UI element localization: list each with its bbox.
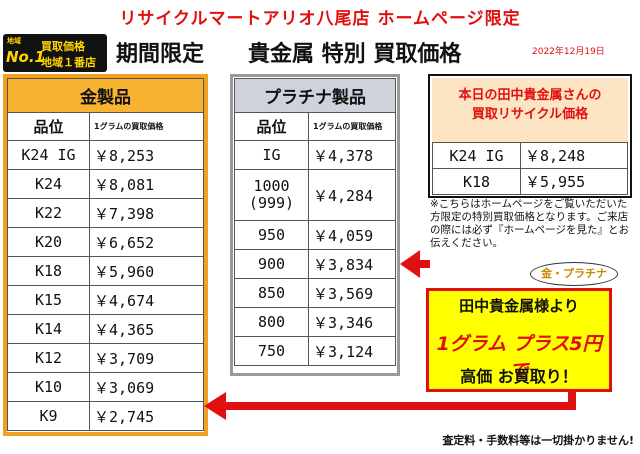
table-row: K9 ￥2,745 [7,401,204,431]
platinum-price: ￥3,569 [308,278,396,308]
badge-area-label: 地域 [7,37,21,45]
gold-grade: K9 [7,401,90,431]
page-heading: 期間限定 貴金属 特別 買取価格 [116,42,462,67]
table-row: K10 ￥3,069 [7,372,204,402]
arrow-to-platinum-icon [400,250,430,278]
platinum-grade: 950 [234,220,309,250]
platinum-grade: 750 [234,336,309,366]
gold-grade: K15 [7,285,90,315]
tanaka-title-line2: 買取リサイクル価格 [471,107,589,122]
gold-col-price: 1グラムの買取価格 [89,112,204,141]
gold-price: ￥2,745 [89,401,204,431]
gold-platinum-bubble: 金・プラチナ [530,262,618,286]
platinum-grade: 800 [234,307,309,337]
badge-no1-label: No.1 [6,48,45,66]
platinum-price-table: プラチナ製品 品位 1グラムの買取価格 IG ￥4,378 1000 (999) ￥… [234,78,396,366]
gold-price: ￥7,398 [89,198,204,228]
table-row: 950 ￥4,059 [234,220,396,250]
table-row: K18 ￥5,955 [432,168,628,195]
platinum-grade: 1000 (999) [234,169,309,221]
table-row: IG ￥4,378 [234,140,396,170]
page-banner: リサイクルマートアリオ八尾店 ホームページ限定 [119,9,521,29]
table-row: K24 IG ￥8,248 [432,142,628,169]
table-row: K12 ￥3,709 [7,343,204,373]
table-row: K20 ￥6,652 [7,227,204,257]
promo-line1: 田中貴金属様より [459,297,579,315]
gold-price: ￥4,674 [89,285,204,315]
promo-line3: 高価 お買取り！ [460,367,578,386]
gold-grade: K24 IG [7,140,90,170]
gold-price: ￥3,709 [89,343,204,373]
platinum-price: ￥4,378 [308,140,396,170]
no1-badge: 地域 No.1 買取価格 地域１番店 [3,34,107,72]
table-row: 800 ￥3,346 [234,307,396,337]
tanaka-price-table: K24 IG ￥8,248 K18 ￥5,955 [432,142,628,195]
table-row: K14 ￥4,365 [7,314,204,344]
gold-price-table: 金製品 品位 1グラムの買取価格 K24 IG ￥8,253 K24 ￥8,081 … [7,78,204,431]
gold-price: ￥4,365 [89,314,204,344]
tanaka-grade: K18 [432,168,521,195]
platinum-price: ￥3,124 [308,336,396,366]
platinum-grade: 900 [234,249,309,279]
tanaka-title-line1: 本日の田中貴金属さんの [458,88,602,103]
special-price-note: ※こちらはホームページをご覧いただいた方限定の特別買取価格となります。ご来店の際… [430,198,629,249]
badge-line1: 買取価格 [41,40,85,53]
gold-grade: K20 [7,227,90,257]
table-row: K22 ￥7,398 [7,198,204,228]
price-date: 2022年12月19日 [532,47,605,57]
gold-grade: K14 [7,314,90,344]
gold-grade: K22 [7,198,90,228]
promo-box: 田中貴金属様より 1グラム プラス5円で 高価 お買取り！ [426,288,612,392]
table-row: K18 ￥5,960 [7,256,204,286]
platinum-price: ￥4,059 [308,220,396,250]
platinum-price: ￥3,346 [308,307,396,337]
badge-line2: 地域１番店 [41,56,96,69]
tanaka-panel-title: 本日の田中貴金属さんの 買取リサイクル価格 [432,78,628,142]
fee-footer-note: 査定料・手数料等は一切掛かりません! [442,434,634,447]
promo-line2: 1グラム プラス5円で [436,333,602,382]
tanaka-price: ￥8,248 [520,142,628,169]
arrow-to-gold-icon [204,392,576,420]
platinum-table-title: プラチナ製品 [234,78,396,113]
tanaka-price: ￥5,955 [520,168,628,195]
gold-grade: K24 [7,169,90,199]
table-row: 750 ￥3,124 [234,336,396,366]
table-row: K15 ￥4,674 [7,285,204,315]
gold-price: ￥3,069 [89,372,204,402]
